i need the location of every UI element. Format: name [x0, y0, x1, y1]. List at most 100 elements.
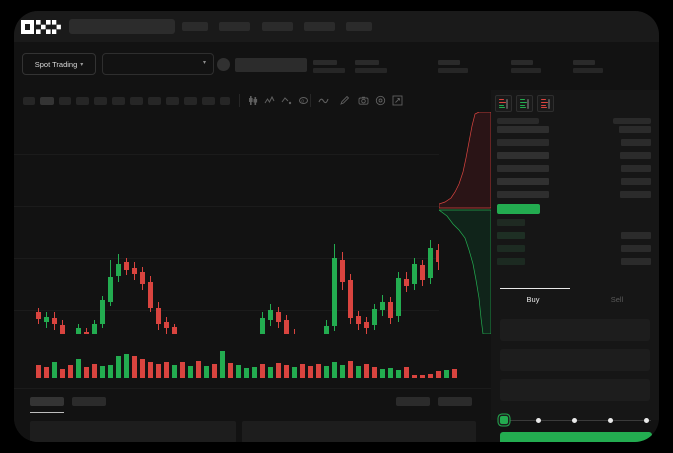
volume-bar-33	[292, 367, 298, 378]
tab-sell[interactable]: Sell	[610, 295, 624, 304]
orderbook-ask-row-amount	[620, 191, 651, 198]
slider-stop-50[interactable]	[572, 417, 577, 423]
pencil-draw-icon[interactable]	[339, 95, 350, 106]
slider-handle[interactable]	[500, 416, 508, 424]
orderbook-bid-row[interactable]	[491, 258, 659, 265]
volume-bar-22	[204, 366, 210, 378]
slider-stop-25[interactable]	[536, 417, 541, 423]
trading-mode-select[interactable]: Spot Trading ▾	[22, 53, 96, 75]
orderbook-mode-bar	[520, 104, 525, 106]
footer-tab-open-orders[interactable]	[30, 397, 64, 406]
orderbook-ask-row-price	[497, 191, 549, 198]
footer-button-2[interactable]	[438, 397, 472, 406]
svg-text:o: o	[301, 99, 304, 105]
chart-type-icon[interactable]	[264, 95, 275, 106]
orderbook-and-form-panel: Buy Sell	[491, 90, 659, 442]
volume-bar-43	[372, 367, 378, 378]
candle-body	[284, 320, 290, 336]
candle-body	[404, 279, 410, 286]
search-input[interactable]	[69, 19, 175, 34]
orderbook-mode-bids[interactable]	[516, 95, 533, 112]
footer-pane-right	[242, 421, 476, 442]
orderbook-mode-bar	[541, 104, 546, 106]
orderbook-bid-row-amount	[621, 258, 651, 265]
indicators-icon[interactable]	[281, 95, 292, 106]
orderbook-bid-row[interactable]	[491, 245, 659, 252]
nav-item-1[interactable]	[182, 22, 208, 31]
orderbook-mode-asks[interactable]	[537, 95, 554, 112]
timeframe-button-5[interactable]	[94, 97, 107, 105]
orderbook-ask-row-price	[497, 139, 549, 146]
orderbook-ask-row[interactable]	[491, 139, 659, 146]
volume-bar-21	[196, 361, 202, 378]
timeframe-button-4[interactable]	[76, 97, 89, 105]
compare-icon[interactable]: o	[298, 95, 309, 106]
candlestick-chart-icon[interactable]	[247, 95, 258, 106]
orderbook-ask-row[interactable]	[491, 178, 659, 185]
footer-button-1[interactable]	[396, 397, 430, 406]
timeframe-button-9[interactable]	[166, 97, 179, 105]
stat-24h-change-label	[355, 60, 379, 65]
orderbook-ask-row[interactable]	[491, 126, 659, 133]
price-chart[interactable]	[14, 112, 458, 362]
chevron-down-icon: ▾	[202, 60, 206, 66]
volume-bar-27	[244, 368, 250, 378]
orderbook-ask-row[interactable]	[491, 165, 659, 172]
slider-stop-100[interactable]	[644, 417, 649, 423]
timeframe-button-2[interactable]	[40, 97, 54, 105]
percent-slider[interactable]	[500, 415, 652, 425]
timeframe-button-12[interactable]	[220, 97, 230, 105]
submit-order-button[interactable]	[500, 432, 652, 442]
price-input[interactable]	[500, 319, 650, 341]
orderbook-ask-row[interactable]	[491, 191, 659, 198]
total-input[interactable]	[500, 379, 650, 401]
timeframe-button-6[interactable]	[112, 97, 125, 105]
volume-bar-15	[148, 362, 154, 378]
nav-item-4[interactable]	[304, 22, 335, 31]
orderbook-mode-bar	[499, 98, 504, 100]
timeframe-button-3[interactable]	[59, 97, 71, 105]
candle-body	[412, 264, 418, 284]
footer-tab-order-history[interactable]	[72, 397, 106, 406]
candle-body	[92, 324, 98, 336]
timeframe-button-8[interactable]	[148, 97, 161, 105]
tab-buy[interactable]: Buy	[526, 295, 540, 304]
okx-logo[interactable]	[21, 20, 61, 34]
volume-bar-14	[140, 359, 146, 378]
volume-bar-39	[340, 365, 346, 378]
orderbook-bid-row[interactable]	[491, 232, 659, 239]
orderbook-mode-bar	[499, 104, 504, 106]
timeframe-button-7[interactable]	[130, 97, 143, 105]
volume-bar-1	[36, 365, 42, 378]
nav-item-5[interactable]	[346, 22, 372, 31]
timeframe-button-10[interactable]	[184, 97, 197, 105]
nav-item-3[interactable]	[262, 22, 293, 31]
volume-bar-37	[324, 366, 330, 378]
market-depth-chart[interactable]	[439, 112, 491, 334]
orderbook-ask-row-amount	[620, 152, 651, 159]
fullscreen-icon[interactable]	[392, 95, 403, 106]
settings-gear-icon[interactable]	[375, 95, 386, 106]
stat-24h-low-label	[511, 60, 533, 65]
volume-bar-6	[76, 359, 82, 378]
camera-snapshot-icon[interactable]	[358, 95, 369, 106]
stat-last-price-label	[313, 60, 337, 65]
volume-bar-34	[300, 364, 306, 378]
orderbook-mode-column	[506, 98, 509, 109]
candle-body	[348, 280, 354, 318]
pair-select[interactable]: ▾	[102, 53, 214, 75]
timeframe-button-1[interactable]	[23, 97, 35, 105]
slider-stop-75[interactable]	[608, 417, 613, 423]
candle-body	[436, 250, 442, 262]
candle-body	[108, 277, 114, 302]
line-chart-icon[interactable]	[318, 95, 329, 106]
candle-body	[140, 272, 146, 284]
orderbook-bid-row[interactable]	[491, 219, 659, 226]
orderbook-mode-both[interactable]	[495, 95, 512, 112]
timeframe-button-11[interactable]	[202, 97, 215, 105]
candle-body	[388, 302, 394, 318]
orderbook-spread-price[interactable]	[497, 204, 540, 214]
nav-item-2[interactable]	[219, 22, 250, 31]
orderbook-ask-row[interactable]	[491, 152, 659, 159]
amount-input[interactable]	[500, 349, 650, 371]
